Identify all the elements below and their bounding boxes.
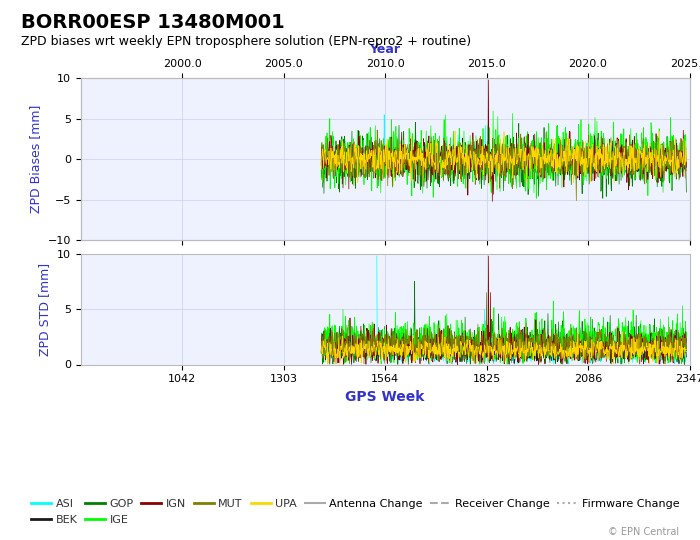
X-axis label: GPS Week: GPS Week — [345, 390, 425, 404]
Y-axis label: ZPD Biases [mm]: ZPD Biases [mm] — [29, 105, 42, 213]
Text: © EPN Central: © EPN Central — [608, 527, 679, 537]
Legend: ASI, BEK, GOP, IGE, IGN, MUT, UPA, Antenna Change, Receiver Change, Firmware Cha: ASI, BEK, GOP, IGE, IGN, MUT, UPA, Anten… — [27, 495, 684, 529]
Text: BORR00ESP 13480M001: BORR00ESP 13480M001 — [21, 14, 285, 32]
Text: ZPD biases wrt weekly EPN troposphere solution (EPN-repro2 + routine): ZPD biases wrt weekly EPN troposphere so… — [21, 35, 471, 48]
X-axis label: Year: Year — [370, 43, 400, 56]
Y-axis label: ZPD STD [mm]: ZPD STD [mm] — [38, 262, 51, 356]
